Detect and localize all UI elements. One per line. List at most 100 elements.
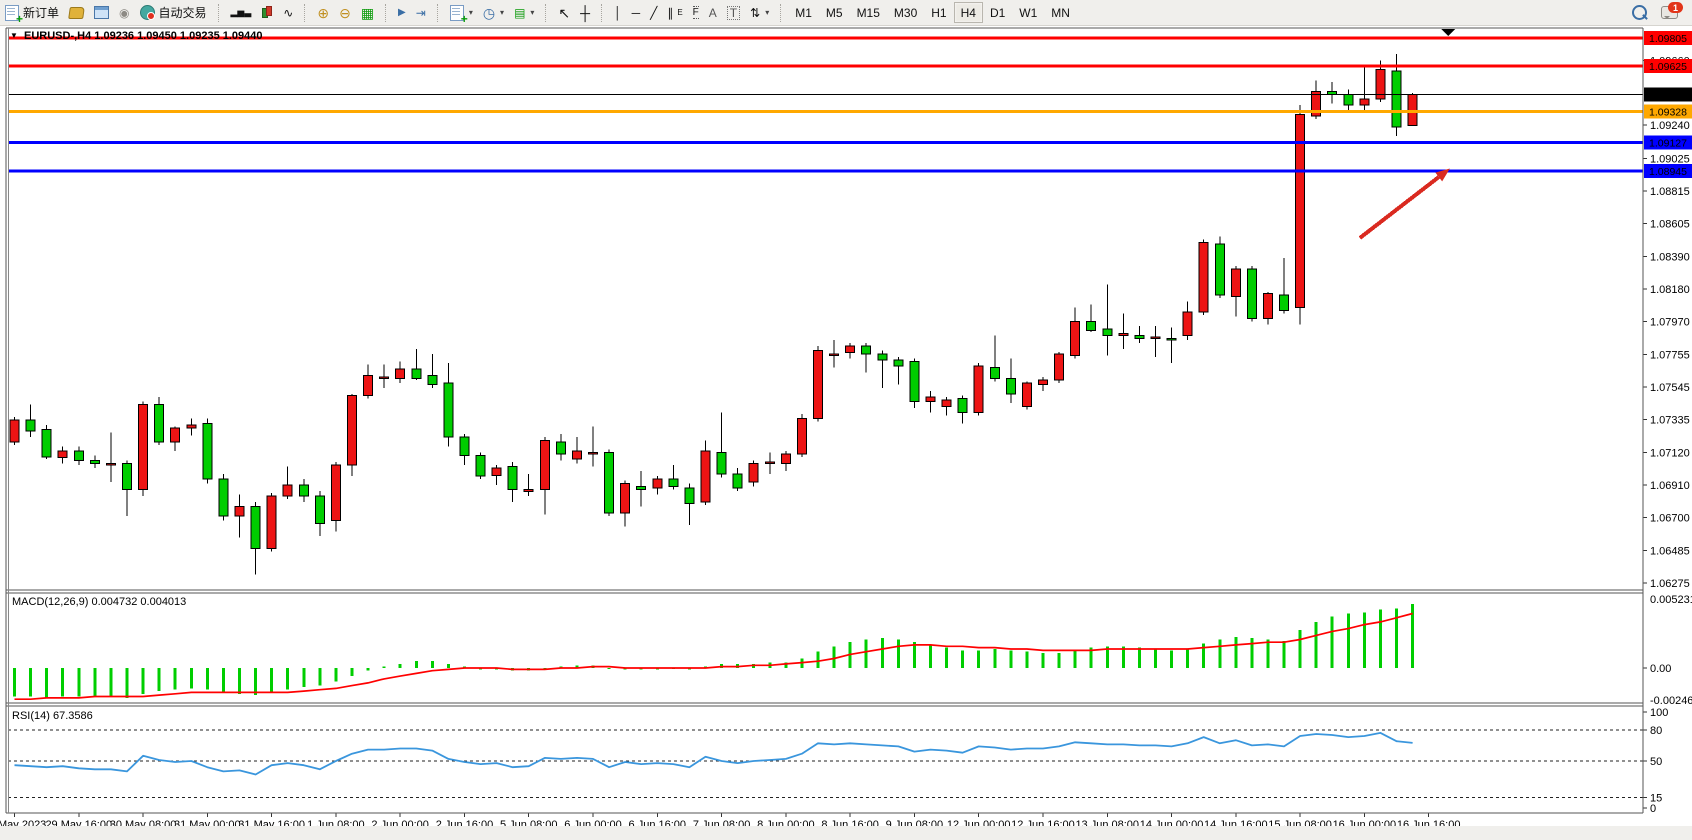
macd-histogram-bar [254, 668, 258, 696]
label-tool-button[interactable]: T [722, 3, 745, 23]
candle-bullish [9, 419, 20, 443]
toolbar-right-group: 1 [1632, 2, 1692, 20]
tab-timeframe-d1[interactable]: D1 [989, 5, 1006, 20]
data-window-button[interactable] [89, 3, 114, 23]
price-tick-label: 1.06485 [1650, 546, 1690, 558]
auto-trading-button[interactable]: 自动交易 [135, 3, 212, 23]
candle-bullish [57, 450, 68, 458]
candle-bearish [1005, 378, 1016, 395]
templates-button[interactable]: ▤ ▾ [509, 3, 539, 23]
macd-histogram-bar [1073, 650, 1077, 668]
hline-tool-button[interactable]: ─ [627, 3, 646, 23]
macd-histogram-bar [61, 668, 65, 697]
vertical-line-icon: │ [614, 5, 622, 20]
candle-bullish [925, 396, 936, 403]
candle-bearish [909, 361, 920, 403]
line-chart-button[interactable]: ∿ [278, 3, 298, 23]
chart-canvas[interactable]: 1.096601.092401.090251.088151.086051.083… [0, 26, 1692, 840]
trendline-tool-button[interactable]: ╱ [645, 3, 662, 23]
candle-bearish [89, 459, 100, 464]
macd-histogram-bar [334, 668, 338, 682]
price-tick-label: 1.07545 [1650, 382, 1690, 394]
candle-chart-button[interactable] [256, 3, 278, 23]
timeframe-group: M1 M5 M15 M30 H1 H4 D1 W1 MN [788, 2, 1077, 23]
candle-bullish [379, 376, 390, 379]
navigator-button[interactable]: ◉ [114, 3, 134, 23]
macd-histogram-bar [45, 668, 49, 698]
vline-tool-button[interactable]: │ [609, 3, 627, 23]
candle-bearish [25, 419, 36, 432]
macd-histogram-bar [189, 668, 193, 689]
macd-histogram-bar [318, 668, 322, 686]
rsi-axis-label: 50 [1650, 756, 1662, 768]
indicators-button[interactable]: + ▾ [445, 3, 478, 25]
window-bottom-strip [0, 826, 1692, 840]
macd-histogram-bar [430, 661, 434, 668]
candle-bearish [250, 506, 261, 549]
macd-histogram-bar [1314, 621, 1318, 668]
periods-button[interactable]: ◷ ▾ [478, 3, 509, 23]
candle-bearish [684, 487, 695, 505]
candle-bearish [732, 473, 743, 489]
chart-background [0, 26, 1692, 840]
market-watch-button[interactable] [64, 3, 89, 23]
arrow-annotation[interactable] [1358, 175, 1441, 240]
rsi-axis-label: 15 [1650, 792, 1662, 804]
auto-scroll-button[interactable]: ▶ [393, 3, 411, 23]
bar-chart-button[interactable]: ▂▅▃ [226, 3, 257, 23]
macd-signal-line [14, 612, 1413, 701]
tab-timeframe-w1[interactable]: W1 [1019, 5, 1038, 20]
auto-scroll-icon: ▶ [398, 6, 406, 18]
macd-histogram-bar [1330, 616, 1334, 668]
fibonacci-tool-button[interactable]: F [688, 3, 704, 23]
chevron-down-icon: ▾ [500, 8, 505, 17]
chart-shift-button[interactable]: ⇥ [411, 3, 431, 23]
candle-chart-icon [261, 6, 273, 19]
tab-timeframe-m30[interactable]: M30 [893, 5, 918, 20]
macd-histogram-bar [1202, 643, 1206, 668]
equidistant-channel-icon: ∥ [667, 5, 674, 20]
auto-trading-icon [139, 5, 155, 20]
notifications-button[interactable]: 1 [1661, 2, 1683, 19]
cursor-tool-button[interactable]: ↖ [553, 3, 575, 23]
macd-histogram-bar [1282, 640, 1286, 668]
candle-bullish [652, 478, 663, 489]
tab-timeframe-m15[interactable]: M15 [856, 5, 880, 20]
zoom-in-button[interactable]: ⊕ [312, 3, 334, 23]
candle-bullish [1150, 336, 1161, 339]
macd-histogram-bar [880, 638, 884, 668]
price-tick-label: 1.08605 [1650, 218, 1690, 230]
arrows-tool-icon: ⇅ [750, 5, 761, 20]
candle-bullish [186, 424, 197, 429]
tab-timeframe-m5[interactable]: M5 [825, 5, 843, 20]
arrows-tool-button[interactable]: ⇅ ▾ [745, 3, 774, 23]
toolbar: + 新订单 ◉ 自动交易 ▂▅▃ ∿ ⊕ ⊖ ▦ ▶ ⇥ + ▾ [0, 0, 1692, 26]
tab-timeframe-h4[interactable]: H4 [953, 2, 983, 23]
tab-timeframe-h1[interactable]: H1 [931, 5, 947, 20]
crosshair-tool-button[interactable]: ┼ [575, 3, 595, 23]
candle-bullish [523, 489, 534, 492]
tile-windows-button[interactable]: ▦ [356, 3, 379, 23]
text-tool-button[interactable]: A [704, 3, 722, 23]
price-tick-label: 1.07120 [1650, 448, 1690, 460]
search-icon[interactable] [1632, 5, 1648, 20]
candle-bullish [1311, 90, 1322, 117]
candle-bearish [555, 441, 566, 455]
candle-bearish [154, 404, 165, 443]
zoom-out-button[interactable]: ⊖ [334, 3, 356, 23]
candle-bullish [1198, 242, 1209, 313]
candle-bullish [1054, 353, 1064, 381]
channel-tool-button[interactable]: ∥ E [662, 3, 687, 23]
new-order-button[interactable]: + 新订单 [0, 3, 64, 25]
tab-timeframe-m1[interactable]: M1 [795, 5, 812, 20]
chevron-down-icon: ▾ [765, 8, 770, 17]
toolbar-separator [780, 3, 784, 22]
new-order-icon: + [5, 4, 23, 25]
tab-timeframe-mn[interactable]: MN [1051, 5, 1070, 20]
candle-bearish [1214, 243, 1225, 296]
horizontal-line-icon: ─ [631, 5, 641, 20]
macd-histogram-bar [1395, 608, 1398, 668]
macd-histogram-bar [302, 668, 306, 687]
cursor-icon: ↖ [558, 4, 571, 21]
macd-histogram-bar [1057, 653, 1061, 668]
